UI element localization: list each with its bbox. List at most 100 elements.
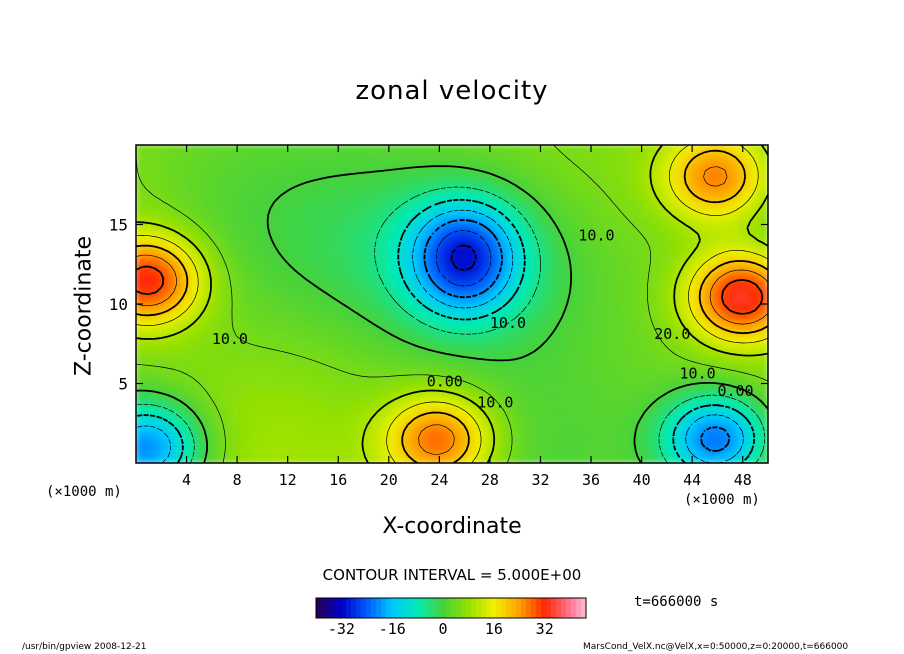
heat-cell [514,145,524,154]
heat-cell [277,335,287,345]
heat-cell [230,351,240,361]
heat-cell [412,192,421,202]
heat-cell [136,359,145,369]
heat-cell [340,295,350,305]
heat-cell [506,311,516,321]
heat-cell [269,319,279,329]
heat-cell [656,446,666,456]
heat-cell [333,319,342,329]
heat-cell [175,176,184,186]
heat-cell [143,208,153,218]
heat-cell [214,208,224,218]
heat-cell [419,168,429,178]
heat-cell [704,398,714,408]
heat-cell [269,390,279,400]
heat-cell [735,279,745,289]
heat-cell [538,430,548,440]
heat-cell [190,160,200,170]
heat-cell [491,145,500,154]
colorbar-segment [391,598,397,618]
heat-cell [585,216,595,225]
heat-cell [435,367,445,377]
heat-cell [633,406,643,416]
heat-cell [206,383,216,392]
heat-cell [491,239,500,249]
heat-cell [419,422,429,432]
heat-cell [136,208,145,218]
heat-cell [380,247,390,257]
heat-cell [491,295,500,305]
heat-cell [625,311,635,321]
heat-cell [475,192,485,202]
heat-cell [720,343,729,353]
heat-cell [712,176,722,186]
heat-cell [656,160,666,170]
heat-cell [459,192,469,202]
heat-cell [277,192,287,202]
heat-cell [593,287,603,297]
colorbar-tick-label: -32 [328,620,355,638]
heat-cell [728,168,737,178]
heat-cell [380,319,390,329]
heat-cell [175,422,184,432]
heat-cell [301,263,311,273]
heat-cell [372,184,382,194]
heat-cell [751,454,761,463]
heat-cell [728,255,737,265]
heat-cell [277,343,287,353]
heat-cell [498,208,508,218]
heat-cell [159,152,169,162]
heat-cell [696,319,706,329]
heat-cell [696,422,706,432]
heat-cell [277,367,287,377]
heat-cell [301,279,311,289]
heat-cell [625,390,635,400]
heat-cell [664,239,674,249]
heat-cell [514,263,524,273]
heat-cell [356,255,366,265]
heat-cell [167,287,176,297]
heat-cell [285,287,295,297]
heat-cell [570,152,579,162]
heat-cell [704,168,714,178]
heat-cell [419,239,429,249]
heat-cell [506,375,516,384]
heat-cell [340,271,350,281]
heat-cell [720,319,729,329]
heat-cell [451,375,461,384]
heat-cell [522,406,532,416]
heat-cell [743,231,753,241]
heat-cell [175,200,184,210]
heat-cell [388,398,398,408]
heat-cell [696,224,706,233]
heat-cell [491,406,500,416]
heat-cell [443,208,453,218]
heat-cell [143,383,153,392]
heat-cell [230,406,240,416]
heat-cell [333,160,342,170]
heat-cell [759,303,768,313]
heat-cell [246,231,255,241]
heat-cell [435,168,445,178]
heat-cell [340,319,350,329]
heat-cell [728,438,737,448]
heat-cell [309,216,319,225]
heat-cell [151,160,161,170]
heat-cell [143,271,153,281]
heat-cell [277,224,287,233]
heat-cell [751,359,761,369]
heat-cell [309,287,319,297]
heat-cell [562,168,571,178]
heat-cell [190,454,200,463]
heat-cell [672,454,682,463]
heat-cell [364,160,374,170]
colorbar-segment [356,598,362,618]
heat-cell [672,231,682,241]
heat-cell [427,375,437,384]
heat-cell [577,192,587,202]
heat-cell [680,231,690,241]
heat-cell [735,287,745,297]
heat-cell [704,359,714,369]
heat-cell [317,279,327,289]
heat-cell [222,271,232,281]
